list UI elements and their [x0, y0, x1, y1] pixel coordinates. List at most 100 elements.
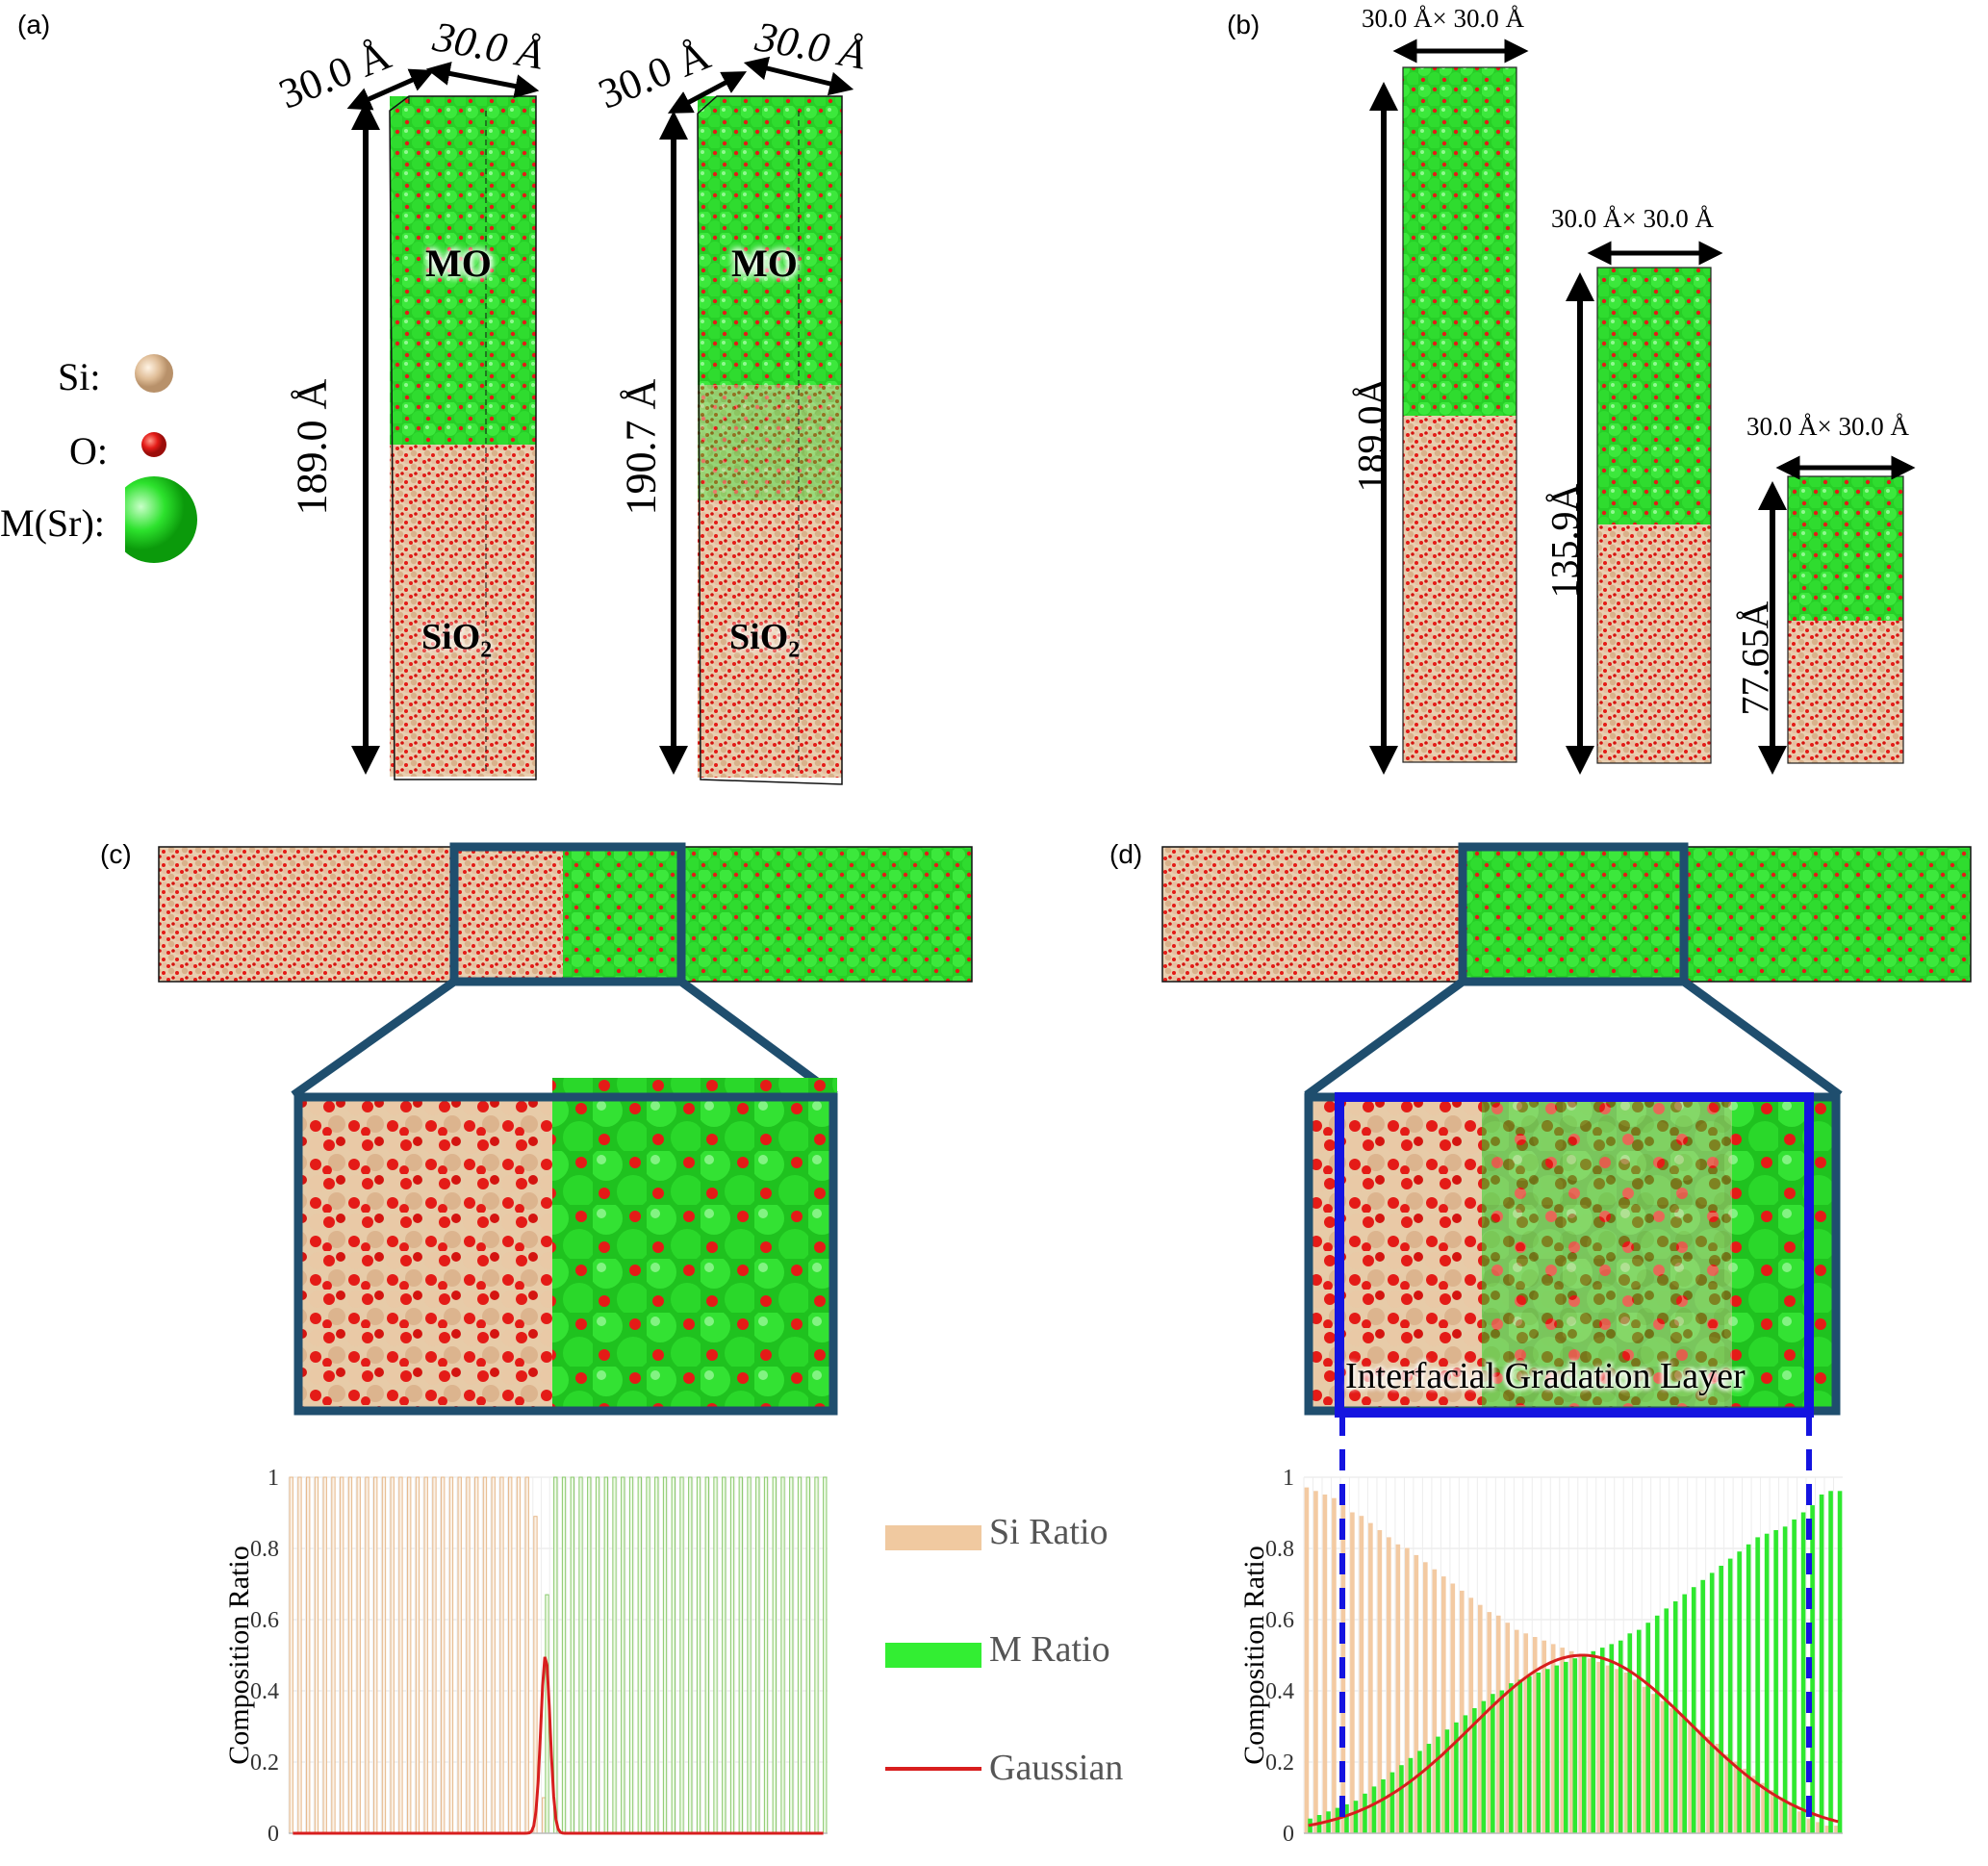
legend-m-ratio: M Ratio — [989, 1629, 1110, 1670]
legend-gaussian-swatch — [885, 1767, 981, 1771]
m-ratio-bar — [561, 1476, 567, 1834]
chart-c: Composition Ratio 0 0.2 0.4 0.6 0.8 1 — [223, 1466, 828, 1847]
panel-d-label: (d) — [1109, 839, 1143, 869]
si-ratio-bar — [398, 1476, 403, 1834]
si-ratio-bar — [289, 1476, 293, 1834]
si-ratio-bar — [347, 1476, 353, 1834]
gradation-layer-caption: Interfacial Gradation Layer — [1345, 1356, 1746, 1396]
y-tick-label: 0.6 — [1265, 1608, 1294, 1633]
si-ratio-bar — [482, 1476, 488, 1834]
m-ratio-bar — [671, 1476, 675, 1834]
m-ratio-bar — [713, 1476, 718, 1834]
si-ratio-bar — [441, 1476, 446, 1834]
m-ratio-bar — [621, 1476, 625, 1834]
b-cell2-height-label: 135.9Å — [1542, 483, 1587, 599]
si-ratio-bar — [499, 1476, 504, 1834]
m-ratio-bar — [696, 1476, 701, 1834]
cell1-height-label: 189.0 Å — [288, 378, 336, 516]
si-ratio-bar — [466, 1476, 471, 1834]
m-ratio-bar — [823, 1476, 828, 1834]
m-ratio-bar — [595, 1476, 600, 1834]
si-atom-icon — [135, 354, 173, 393]
si-ratio-bar — [340, 1476, 344, 1834]
panel-c-label: (c) — [100, 839, 132, 869]
si-ratio-bar — [524, 1476, 529, 1834]
y-tick-label: 0.8 — [250, 1537, 279, 1562]
cell2-height-label: 190.7 Å — [617, 378, 665, 516]
m-ratio-bar — [578, 1476, 583, 1834]
si-ratio-bar — [407, 1476, 412, 1834]
si-ratio-bar — [516, 1476, 522, 1834]
y-tick-label: 0.6 — [250, 1608, 279, 1633]
si-ratio-bar — [415, 1476, 421, 1834]
si-ratio-bar — [331, 1476, 336, 1834]
panel-b-cells — [1369, 38, 1916, 775]
m-ratio-bar — [612, 1476, 617, 1834]
m-ratio-bar — [646, 1476, 650, 1834]
m-ratio-bar — [772, 1476, 777, 1834]
y-tick-label: 0.2 — [1265, 1751, 1294, 1776]
m-ratio-bar — [662, 1476, 668, 1834]
panel-b-label: (b) — [1227, 10, 1261, 39]
si-ratio-bar — [423, 1476, 428, 1834]
b-cell3-size-label: 30.0 Å× 30.0 Å — [1746, 412, 1909, 441]
legend-m-swatch — [885, 1643, 981, 1668]
m-ratio-bar — [628, 1476, 634, 1834]
si-ratio-bar — [491, 1476, 496, 1834]
b-cell3-height-label: 77.65Å — [1733, 601, 1777, 716]
panel-d-slab — [1161, 842, 1972, 1099]
cell-2 — [659, 56, 854, 785]
m-ratio-bar — [553, 1476, 558, 1834]
chart-ylabel: Composition Ratio — [1238, 1546, 1270, 1765]
si-ratio-bar — [297, 1476, 302, 1834]
m-ratio-bar — [570, 1476, 574, 1834]
m-ratio-bar — [603, 1476, 608, 1834]
m-atom-icon — [125, 476, 197, 563]
m-ratio-bar — [763, 1476, 769, 1834]
si-ratio-bar — [365, 1476, 370, 1834]
b-cell1-height-label: 189.0Å — [1349, 377, 1393, 493]
si-ratio-bar — [314, 1476, 319, 1834]
chart-d: Composition Ratio 0 0.2 0.4 0.6 0.8 1 — [1238, 1466, 1843, 1847]
legend-si-swatch — [885, 1525, 981, 1550]
cell2-top-label: MO — [731, 242, 798, 285]
m-ratio-bar — [679, 1476, 684, 1834]
panel-d-zoom — [1304, 1092, 1841, 1418]
y-tick-label: 0.8 — [1265, 1537, 1294, 1562]
si-ratio-bar — [381, 1476, 387, 1834]
legend-atoms — [125, 354, 197, 563]
m-ratio-bar — [797, 1476, 803, 1834]
legend-si-ratio: Si Ratio — [989, 1512, 1109, 1552]
si-ratio-bar — [356, 1476, 361, 1834]
cell1-bottom-label: SiO2 — [421, 617, 493, 663]
y-tick-label: 0.4 — [250, 1679, 279, 1704]
gaussian-curve — [293, 1656, 824, 1835]
si-ratio-bar — [448, 1476, 454, 1834]
m-ratio-bar — [637, 1476, 642, 1834]
si-ratio-bar — [508, 1476, 513, 1834]
si-ratio-bar — [390, 1476, 395, 1834]
panel-a-label: (a) — [17, 10, 51, 39]
m-ratio-bar — [1837, 1491, 1843, 1834]
m-ratio-bar — [738, 1476, 743, 1834]
m-ratio-bar — [789, 1476, 794, 1834]
cell2-bottom-label: SiO2 — [729, 617, 801, 663]
y-tick-label: 0 — [268, 1822, 279, 1847]
m-ratio-bar — [747, 1476, 752, 1834]
gaussian-curve — [1308, 1653, 1839, 1828]
m-ratio-bar — [1828, 1491, 1833, 1834]
legend-o-label: O: — [69, 429, 108, 473]
m-ratio-bar — [722, 1476, 726, 1834]
panel-cd-graphics — [158, 842, 1972, 1418]
panel-c-zoom — [293, 1078, 838, 1416]
m-ratio-bar — [704, 1476, 709, 1834]
cell1-top-label: MO — [425, 242, 492, 285]
si-ratio-bar — [457, 1476, 462, 1834]
m-ratio-bar — [805, 1476, 810, 1834]
legend-si-label: Si: — [58, 355, 101, 398]
panel-c-slab — [158, 842, 973, 1099]
si-ratio-bar — [432, 1476, 437, 1834]
m-ratio-bar — [755, 1476, 760, 1834]
m-ratio-bar — [814, 1476, 819, 1834]
y-tick-label: 0.4 — [1265, 1679, 1294, 1704]
